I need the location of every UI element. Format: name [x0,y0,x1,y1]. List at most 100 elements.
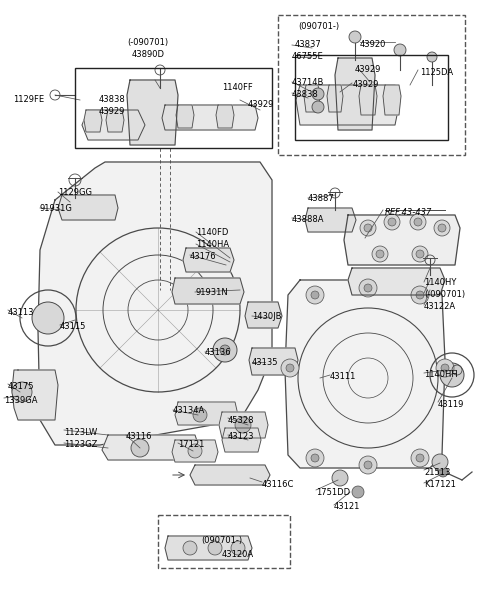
Text: 1339GA: 1339GA [4,396,37,405]
Circle shape [208,541,222,555]
Polygon shape [344,215,460,265]
Text: 43929: 43929 [248,100,275,109]
Polygon shape [216,105,234,128]
Text: (-090701): (-090701) [127,38,168,47]
Text: (090701-): (090701-) [202,536,242,545]
Text: 43119: 43119 [438,400,464,409]
Text: 43890D: 43890D [132,50,165,59]
Text: 43121: 43121 [334,502,360,511]
Polygon shape [327,85,343,112]
Circle shape [432,454,448,470]
Circle shape [349,31,361,43]
Polygon shape [162,105,258,130]
Circle shape [440,363,464,387]
Circle shape [220,345,230,355]
Polygon shape [383,85,401,115]
Text: 21513: 21513 [424,468,450,477]
Text: 43838: 43838 [292,90,319,99]
Text: 43920: 43920 [360,40,386,49]
Circle shape [416,291,424,299]
Text: REF.43-437: REF.43-437 [385,208,432,217]
Polygon shape [84,110,102,132]
Circle shape [436,359,454,377]
Circle shape [286,364,294,372]
Circle shape [231,541,245,555]
Circle shape [281,359,299,377]
Text: 43929: 43929 [353,80,379,89]
Circle shape [311,291,319,299]
Polygon shape [38,162,272,445]
Text: 1140HY: 1140HY [424,278,456,287]
Text: 1140FF: 1140FF [222,83,253,92]
Text: 43111: 43111 [330,372,356,381]
Circle shape [411,449,429,467]
Text: 45328: 45328 [228,416,254,425]
Circle shape [376,250,384,258]
Text: 43929: 43929 [355,65,382,74]
Text: 43714B: 43714B [292,78,324,87]
Circle shape [384,214,400,230]
Circle shape [352,486,364,498]
Circle shape [394,44,406,56]
Text: 43123: 43123 [228,432,254,441]
Text: 1125DA: 1125DA [420,68,453,77]
Text: (-090701): (-090701) [424,290,465,299]
Polygon shape [127,80,178,145]
Polygon shape [106,110,124,132]
Circle shape [364,461,372,469]
Polygon shape [245,302,282,328]
Text: (090701-): (090701-) [298,22,339,31]
Circle shape [411,286,429,304]
Circle shape [12,382,32,402]
Polygon shape [249,348,298,375]
Text: 1751DD: 1751DD [316,488,350,497]
Polygon shape [285,280,445,468]
Polygon shape [304,85,320,112]
Circle shape [332,470,348,486]
Text: 43122A: 43122A [424,302,456,311]
Text: 1129FE: 1129FE [13,95,44,104]
Circle shape [414,218,422,226]
Polygon shape [12,370,58,420]
Text: 46755E: 46755E [292,52,324,61]
Polygon shape [102,435,200,460]
Text: 43135: 43135 [252,358,278,367]
Text: 43120A: 43120A [222,550,254,559]
Circle shape [312,101,324,113]
Polygon shape [305,208,356,232]
Text: 1140HH: 1140HH [424,370,458,379]
Circle shape [434,220,450,236]
Circle shape [388,218,396,226]
Text: 43136: 43136 [205,348,232,357]
Text: 43887: 43887 [308,194,335,203]
Polygon shape [172,278,244,304]
Polygon shape [190,465,270,485]
Polygon shape [335,58,375,130]
Text: 43176: 43176 [190,252,216,261]
Text: K17121: K17121 [424,480,456,489]
Circle shape [412,246,428,262]
Circle shape [372,246,388,262]
Circle shape [312,88,324,100]
Circle shape [32,302,64,334]
Text: 43929: 43929 [99,107,125,116]
Text: 43838: 43838 [99,95,126,104]
Bar [158,515,290,568]
Circle shape [441,364,449,372]
Text: 1140HA: 1140HA [196,240,229,249]
Circle shape [427,52,437,62]
Text: 91931N: 91931N [195,288,228,297]
Bar [295,55,448,140]
Polygon shape [359,85,377,115]
Polygon shape [82,110,145,140]
Circle shape [359,456,377,474]
Polygon shape [348,268,445,295]
Circle shape [193,408,207,422]
Text: 1430JB: 1430JB [252,312,281,321]
Circle shape [235,417,251,433]
Circle shape [311,454,319,462]
Text: 1123LW: 1123LW [64,428,97,437]
Polygon shape [172,440,218,462]
Circle shape [188,444,202,458]
Text: 43116: 43116 [126,432,153,441]
